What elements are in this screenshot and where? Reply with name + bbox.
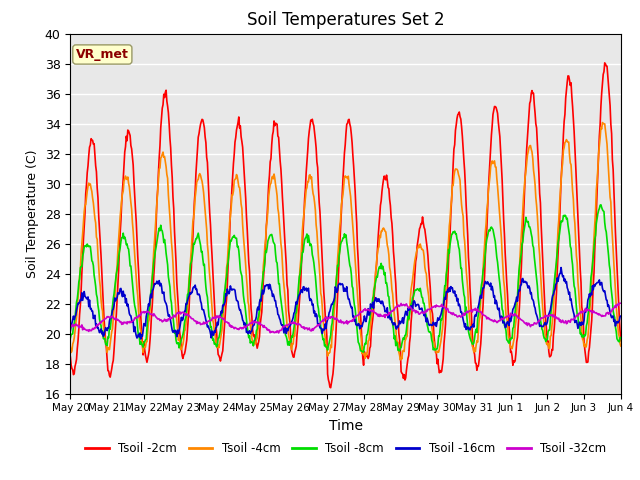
Tsoil -4cm (189, 218, 196, 224)
Line: Tsoil -32cm: Tsoil -32cm (70, 303, 621, 333)
Tsoil -4cm (397, 357, 404, 363)
Tsoil -4cm (413, 246, 421, 252)
Tsoil -2cm (189, 233, 196, 239)
Tsoil -2cm (67, 354, 74, 360)
Title: Soil Temperatures Set 2: Soil Temperatures Set 2 (247, 11, 444, 29)
Tsoil -32cm (218, 315, 226, 321)
Tsoil -4cm (218, 327, 226, 333)
Tsoil -8cm (77, 265, 84, 271)
Y-axis label: Soil Temperature (C): Soil Temperature (C) (26, 149, 39, 278)
Tsoil -32cm (413, 309, 421, 315)
Tsoil -8cm (133, 317, 141, 323)
Tsoil -8cm (617, 335, 625, 340)
Tsoil -32cm (77, 324, 84, 330)
Tsoil -32cm (616, 300, 623, 306)
Tsoil -16cm (557, 264, 565, 270)
Tsoil -8cm (413, 286, 421, 292)
Line: Tsoil -8cm: Tsoil -8cm (70, 205, 621, 352)
Tsoil -4cm (67, 344, 74, 350)
Tsoil -32cm (189, 316, 196, 322)
Legend: Tsoil -2cm, Tsoil -4cm, Tsoil -8cm, Tsoil -16cm, Tsoil -32cm: Tsoil -2cm, Tsoil -4cm, Tsoil -8cm, Tsoi… (81, 437, 611, 460)
Tsoil -32cm (275, 330, 282, 336)
Tsoil -16cm (67, 328, 74, 334)
Tsoil -16cm (77, 297, 84, 302)
Tsoil -4cm (77, 267, 84, 273)
Tsoil -4cm (598, 120, 606, 125)
Tsoil -16cm (137, 336, 145, 342)
Tsoil -16cm (219, 302, 227, 308)
Tsoil -32cm (617, 300, 625, 306)
Tsoil -16cm (429, 319, 437, 325)
Tsoil -8cm (359, 349, 367, 355)
Tsoil -4cm (617, 343, 625, 349)
Tsoil -2cm (429, 320, 437, 326)
Tsoil -8cm (429, 347, 437, 353)
Tsoil -2cm (617, 338, 625, 344)
Tsoil -8cm (189, 249, 196, 254)
Line: Tsoil -2cm: Tsoil -2cm (70, 63, 621, 388)
Tsoil -2cm (77, 302, 84, 308)
Tsoil -2cm (601, 60, 609, 66)
Text: VR_met: VR_met (76, 48, 129, 61)
Tsoil -4cm (133, 286, 141, 292)
Tsoil -8cm (597, 202, 605, 208)
Tsoil -2cm (413, 243, 421, 249)
Line: Tsoil -16cm: Tsoil -16cm (70, 267, 621, 339)
Tsoil -32cm (67, 324, 74, 330)
Tsoil -4cm (429, 338, 437, 344)
Tsoil -32cm (429, 304, 437, 310)
Tsoil -2cm (327, 385, 335, 391)
Tsoil -2cm (218, 351, 226, 357)
X-axis label: Time: Time (328, 419, 363, 433)
Tsoil -16cm (133, 335, 141, 341)
Tsoil -16cm (413, 302, 421, 308)
Tsoil -8cm (67, 335, 74, 341)
Tsoil -32cm (133, 314, 141, 320)
Tsoil -2cm (133, 236, 141, 241)
Tsoil -16cm (617, 313, 625, 319)
Line: Tsoil -4cm: Tsoil -4cm (70, 122, 621, 360)
Tsoil -8cm (218, 309, 226, 315)
Tsoil -16cm (190, 284, 198, 290)
